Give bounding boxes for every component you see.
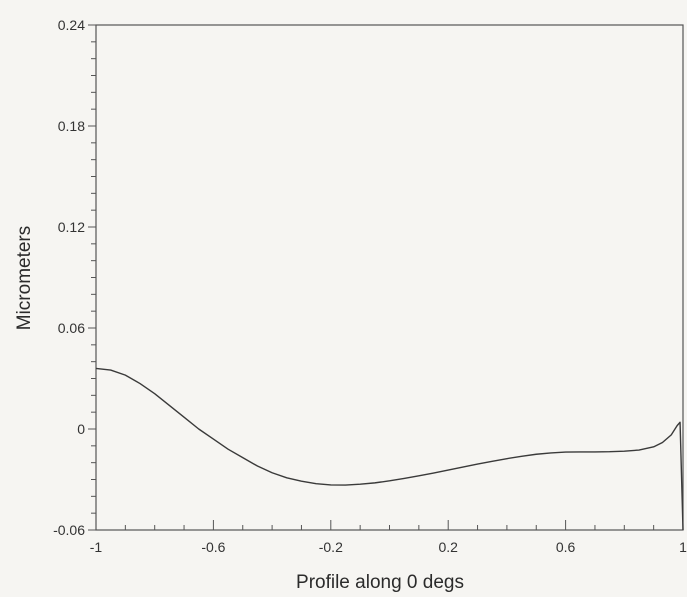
x-tick-label: -0.6 [201,539,225,555]
x-tick-label: 0.6 [556,539,576,555]
y-tick-label: 0.18 [58,118,85,134]
y-axis-ticks [88,25,96,530]
y-axis-title: Micrometers [14,226,35,331]
y-tick-label: 0 [77,421,85,437]
x-tick-label: 1 [679,539,687,555]
x-tick-label: 0.2 [438,539,458,555]
y-tick-label: 0.06 [58,320,85,336]
x-tick-label: -0.2 [319,539,343,555]
series-layer [96,368,683,530]
y-axis-tick-labels: -0.06 0 0.06 0.12 0.18 0.24 [53,17,85,538]
y-tick-label: 0.12 [58,219,85,235]
x-axis-tick-labels: -1 -0.6 -0.2 0.2 0.6 1 [90,539,687,555]
y-tick-label: -0.06 [53,522,85,538]
plot-area-border [96,25,683,530]
series-line-1 [96,368,683,530]
x-axis-ticks [96,520,683,530]
x-tick-label: -1 [90,539,103,555]
y-tick-label: 0.24 [58,17,85,33]
x-axis-title: Profile along 0 degs [296,572,464,593]
